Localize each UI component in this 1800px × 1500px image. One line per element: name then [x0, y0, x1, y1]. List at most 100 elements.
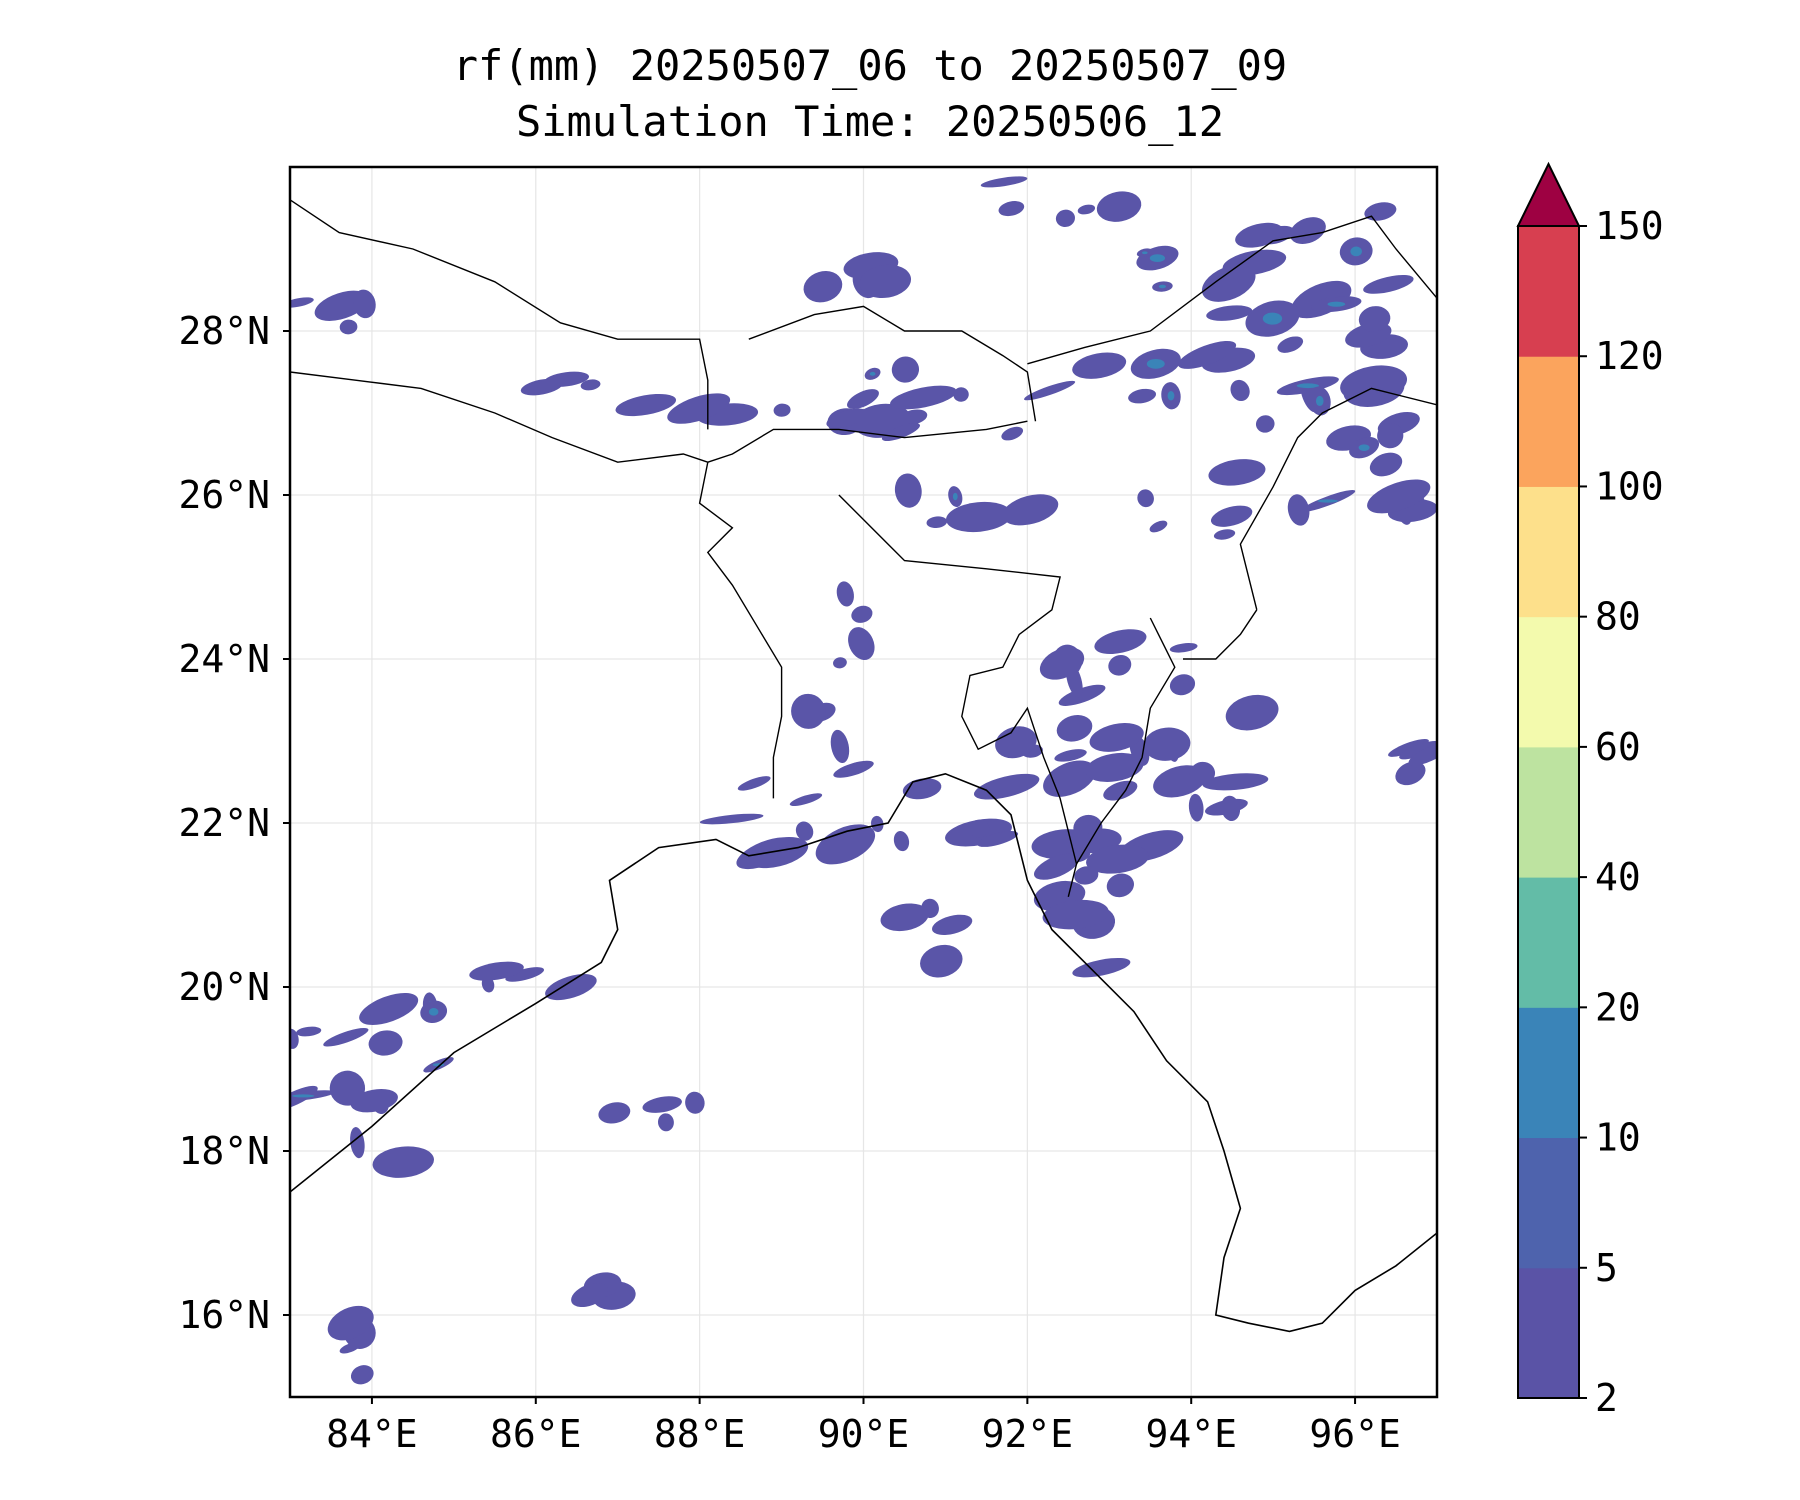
rain-cell-cluster: [803, 252, 912, 303]
colorbar-segment: [1518, 746, 1579, 878]
rain-cell: [1178, 341, 1237, 369]
country-border: [290, 199, 709, 430]
country-border: [1027, 215, 1437, 365]
rain-cell: [998, 201, 1025, 217]
rain-cell-cluster: [290, 289, 376, 335]
rain-cell: [1149, 520, 1168, 533]
rain-cell-cluster: [1137, 489, 1253, 540]
y-tick-label: 26°N: [178, 473, 270, 517]
rain-cell-cluster: [1033, 844, 1149, 978]
rain-cell-heavy: [1141, 251, 1148, 255]
rain-cell-cluster: [1208, 386, 1437, 526]
rain-cell: [1103, 780, 1138, 801]
rain-cell-cluster: [290, 992, 454, 1178]
colorbar-segment: [1518, 616, 1579, 748]
colorbar-tick-label: 2: [1595, 1376, 1618, 1420]
rain-cell: [699, 813, 764, 825]
rain-cell: [1072, 957, 1131, 978]
rain-cell: [1320, 281, 1344, 299]
rain-cell: [642, 1096, 682, 1113]
rain-cell: [1230, 379, 1250, 402]
rain-cell: [848, 627, 875, 661]
country-border: [1075, 617, 1176, 865]
x-tick-label: 96°E: [1309, 1412, 1401, 1456]
colorbar-segment: [1518, 356, 1579, 487]
rain-cell: [1208, 459, 1266, 486]
country-border: [748, 305, 1037, 422]
rain-cell: [1367, 479, 1431, 514]
rain-cell: [1202, 773, 1269, 791]
rain-cell: [890, 385, 957, 410]
rain-cell: [1106, 873, 1134, 898]
y-tick-label: 20°N: [178, 965, 270, 1009]
rain-cell: [545, 974, 597, 1001]
rain-cell: [1089, 723, 1144, 752]
colorbar-segment: [1518, 1137, 1579, 1269]
rain-cell: [1072, 352, 1127, 379]
rain-cell-heavy: [428, 1007, 439, 1016]
colorbar-tick-label: 10: [1595, 1116, 1641, 1160]
rain-cell: [1096, 191, 1142, 222]
colorbar-segment: [1518, 1267, 1579, 1399]
rain-cell: [1225, 694, 1279, 731]
map-boundaries: [290, 199, 1437, 1333]
rain-cell: [1363, 274, 1414, 294]
rain-cell: [327, 1305, 374, 1341]
rain-cell-heavy: [1158, 284, 1167, 289]
y-tick-label: 16°N: [178, 1293, 270, 1337]
colorbar-segment: [1518, 226, 1579, 357]
rain-cell: [571, 1282, 609, 1308]
rain-cell: [859, 264, 912, 299]
rain-cell-cluster: [791, 693, 874, 778]
rain-cell: [1074, 866, 1099, 885]
colorbar-tick-label: 100: [1595, 464, 1664, 508]
rain-cell: [920, 944, 963, 978]
rain-cell: [1056, 715, 1093, 742]
rain-cell: [847, 389, 879, 409]
rain-cell: [1002, 494, 1059, 526]
x-tick-label: 94°E: [1145, 1412, 1237, 1456]
longitude-ticks: 84°E 86°E 88°E 90°E 92°E 94°E 96°E: [326, 1397, 1401, 1456]
rain-cell: [791, 693, 826, 729]
rain-cell-cluster: [571, 1272, 636, 1310]
rain-cell-cluster: [615, 393, 759, 426]
colorbar-segment: [1518, 486, 1579, 618]
rain-cell: [826, 408, 869, 429]
rain-cell: [1358, 306, 1391, 332]
colorbar-tick-label: 40: [1595, 855, 1641, 899]
rain-cell: [1364, 202, 1397, 221]
rain-cell: [685, 1091, 705, 1114]
rainfall-field: [290, 176, 1437, 1385]
rain-cell-cluster: [980, 176, 1142, 227]
rain-cell: [1388, 739, 1429, 757]
country-border: [1239, 387, 1437, 610]
country-border: [1183, 609, 1258, 660]
country-border: [838, 494, 1078, 897]
colorbar-frame: [1517, 225, 1580, 1399]
rain-cell: [1055, 209, 1075, 227]
colorbar-tick-label: 80: [1595, 595, 1641, 639]
y-tick-label: 24°N: [178, 637, 270, 681]
rain-cell: [1128, 388, 1156, 404]
rain-cell: [871, 815, 884, 833]
rain-cell: [667, 393, 731, 424]
rain-cell-cluster: [833, 581, 875, 669]
rain-cell: [795, 821, 814, 841]
rain-cell-heavy: [1296, 383, 1319, 389]
colorbar-tick-label: 120: [1595, 334, 1664, 378]
rain-cell-cluster: [699, 776, 942, 870]
rain-cell: [1024, 380, 1076, 401]
colorbar-segment: [1518, 1007, 1579, 1139]
rain-cell: [1094, 629, 1147, 655]
rain-cell-cluster: [1388, 739, 1437, 786]
rain-cell: [353, 289, 376, 319]
rain-cell: [995, 726, 1037, 759]
y-tick-label: 28°N: [178, 309, 270, 353]
rain-cell: [1277, 336, 1304, 353]
rain-cell: [1188, 793, 1204, 822]
rain-cell: [1085, 752, 1144, 782]
rain-cell-heavy: [1358, 444, 1370, 452]
rain-cell: [946, 501, 1012, 533]
rain-cell: [836, 581, 854, 607]
